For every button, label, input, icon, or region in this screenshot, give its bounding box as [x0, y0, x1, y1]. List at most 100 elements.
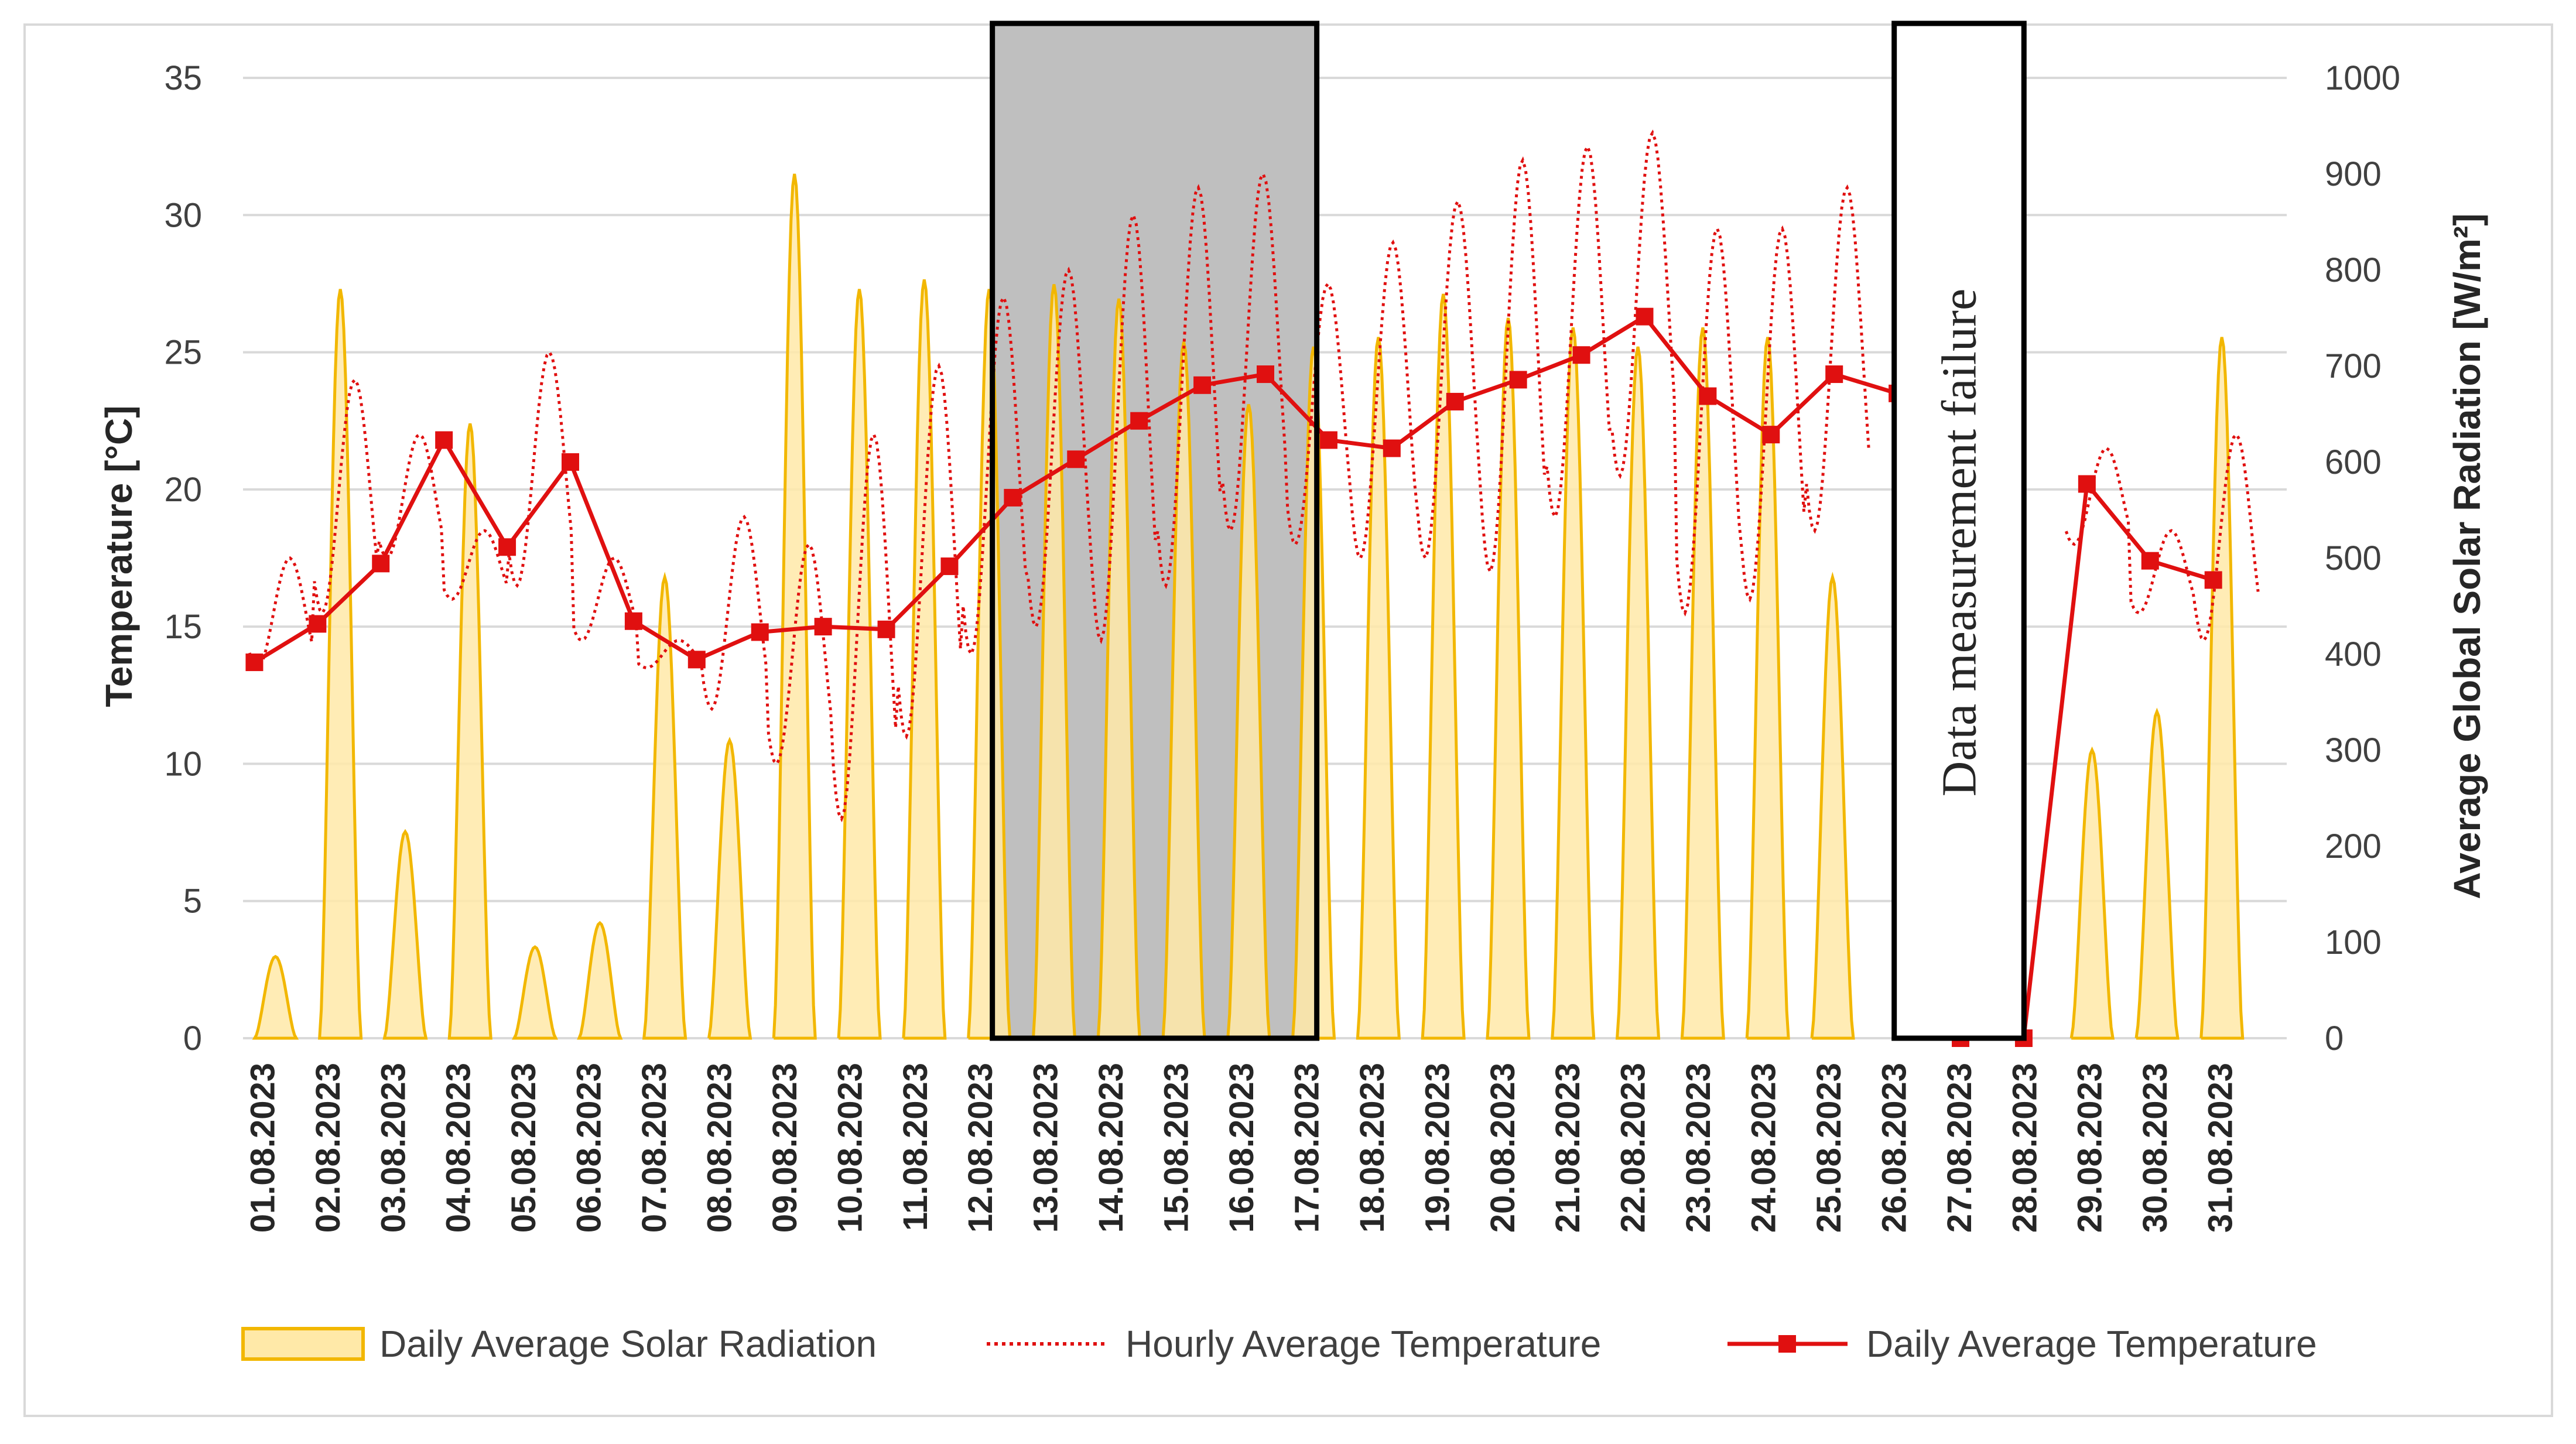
x-tick-label-13: 14.08.2023	[1092, 1063, 1130, 1233]
x-tick-label-5: 06.08.2023	[570, 1063, 608, 1233]
left-tick-label-6: 30	[164, 196, 202, 234]
solar-day-16.08.2023	[1226, 404, 1271, 1040]
right-tick-label-7: 700	[2325, 347, 2382, 385]
left-tick-label-5: 25	[164, 334, 202, 372]
daily-temperature-marker-6	[624, 612, 642, 630]
hourly-temperature-line	[248, 129, 2260, 823]
daily-temperature-marker-17	[1319, 431, 1337, 449]
x-tick-label-28: 29.08.2023	[2071, 1063, 2109, 1233]
solar-day-14.08.2023	[1096, 298, 1141, 1040]
right-axis-title: Average Global Solar Radiation [W/m²]	[2446, 213, 2488, 899]
daily-temperature-marker-31	[2204, 571, 2222, 589]
x-tick-label-4: 05.08.2023	[505, 1063, 543, 1233]
solar-day-07.08.2023	[642, 572, 687, 1040]
solar-day-20.08.2023	[1486, 317, 1531, 1040]
daily-temperature-marker-24	[1762, 426, 1780, 444]
solar-day-06.08.2023	[577, 921, 623, 1040]
daily-temperature-marker-21	[1572, 346, 1590, 364]
x-tick-label-10: 11.08.2023	[897, 1063, 935, 1231]
daily-temperature-marker-12	[1004, 488, 1022, 507]
solar-day-19.08.2023	[1421, 293, 1466, 1040]
daily-temperature-marker-22	[1636, 307, 1654, 326]
legend-marker-daily	[1778, 1335, 1796, 1353]
right-tick-label-6: 600	[2325, 443, 2382, 481]
right-tick-label-1: 100	[2325, 923, 2382, 961]
daily-temperature-marker-5	[561, 453, 579, 471]
daily-temperature-marker-20	[1509, 371, 1527, 389]
x-tick-label-24: 25.08.2023	[1810, 1063, 1848, 1233]
daily-temperature-marker-13	[1067, 450, 1085, 468]
failure-period-box	[1891, 20, 2027, 1041]
solar-day-04.08.2023	[447, 423, 492, 1040]
x-tick-label-14: 15.08.2023	[1158, 1063, 1196, 1233]
solar-day-12.08.2023	[967, 289, 1012, 1040]
x-tick-label-7: 08.08.2023	[700, 1063, 738, 1233]
daily-temperature-marker-18	[1383, 439, 1401, 457]
daily-temperature-marker-19	[1446, 392, 1464, 410]
left-axis-title: Temperature [°C]	[98, 405, 140, 707]
x-tick-label-26: 27.08.2023	[1941, 1063, 1979, 1233]
x-tick-label-15: 16.08.2023	[1223, 1063, 1261, 1233]
daily-temperature-marker-9	[814, 618, 832, 636]
daily-temperature-marker-1	[309, 615, 327, 633]
x-tick-label-9: 10.08.2023	[831, 1063, 869, 1233]
solar-day-31.08.2023	[2199, 337, 2245, 1040]
x-tick-label-12: 13.08.2023	[1027, 1063, 1065, 1233]
right-tick-label-4: 400	[2325, 635, 2382, 673]
daily-temperature-marker-15	[1193, 376, 1212, 394]
solar-day-05.08.2023	[512, 945, 558, 1040]
solar-day-17.08.2023	[1291, 346, 1336, 1040]
left-tick-label-3: 15	[164, 608, 202, 646]
daily-temperature-marker-10	[877, 620, 895, 638]
daily-temperature-marker-16	[1257, 365, 1275, 384]
solar-day-22.08.2023	[1615, 346, 1661, 1040]
x-tick-label-22: 23.08.2023	[1679, 1063, 1718, 1233]
left-tick-label-7: 35	[164, 59, 202, 97]
legend: Daily Average Solar Radiation Hourly Aver…	[241, 1323, 2317, 1365]
right-tick-label-2: 200	[2325, 827, 2382, 865]
daily-temperature-marker-3	[435, 431, 453, 449]
solar-day-02.08.2023	[318, 289, 363, 1040]
left-axis-ticks: 0 5 10 15 20 25 30 35	[164, 59, 202, 1058]
x-tick-label-11: 12.08.2023	[962, 1063, 1000, 1233]
daily-temperature-line	[245, 307, 2222, 1047]
solar-day-13.08.2023	[1032, 284, 1077, 1040]
solar-day-11.08.2023	[902, 279, 947, 1040]
daily-temperature-marker-25	[1825, 365, 1843, 384]
solar-day-30.08.2023	[2134, 707, 2180, 1040]
daily-temperature-marker-2	[372, 555, 390, 573]
solar-radiation-area	[252, 173, 2245, 1040]
daily-temperature-marker-7	[687, 651, 706, 669]
x-tick-label-18: 19.08.2023	[1418, 1063, 1456, 1233]
left-tick-label-2: 10	[164, 745, 202, 783]
x-tick-label-29: 30.08.2023	[2136, 1063, 2174, 1233]
solar-day-09.08.2023	[772, 173, 817, 1040]
x-axis-ticks: 01.08.2023 02.08.2023 03.08.2023 04.08.2023…	[244, 1063, 2239, 1233]
right-tick-label-10: 1000	[2325, 59, 2400, 97]
shaded-period-border	[990, 20, 1320, 1041]
daily-temperature-marker-4	[498, 538, 516, 556]
left-tick-label-0: 0	[183, 1019, 202, 1058]
hourly-temperature-path	[248, 129, 2260, 823]
daily-temperature-marker-30	[2141, 552, 2159, 570]
x-tick-label-8: 09.08.2023	[766, 1063, 804, 1233]
x-tick-label-27: 28.08.2023	[2006, 1063, 2044, 1233]
x-tick-label-19: 20.08.2023	[1484, 1063, 1522, 1233]
solar-day-10.08.2023	[837, 289, 882, 1040]
legend-label-solar: Daily Average Solar Radiation	[379, 1323, 877, 1365]
left-tick-label-1: 5	[183, 882, 202, 921]
solar-day-18.08.2023	[1356, 337, 1401, 1040]
legend-label-hourly: Hourly Average Temperature	[1125, 1323, 1601, 1365]
daily-temperature-marker-8	[751, 623, 769, 641]
x-tick-label-25: 26.08.2023	[1875, 1063, 1913, 1233]
x-tick-label-0: 01.08.2023	[244, 1063, 282, 1233]
failure-period-label: Data measurement failure	[1932, 289, 1986, 797]
daily-temperature-marker-29	[2078, 475, 2096, 493]
daily-temperature-marker-14	[1130, 412, 1148, 430]
x-tick-label-17: 18.08.2023	[1353, 1063, 1391, 1233]
x-tick-label-23: 24.08.2023	[1745, 1063, 1783, 1233]
x-tick-label-2: 03.08.2023	[374, 1063, 412, 1233]
solar-day-08.08.2023	[707, 737, 752, 1040]
legend-label-daily: Daily Average Temperature	[1866, 1323, 2317, 1365]
